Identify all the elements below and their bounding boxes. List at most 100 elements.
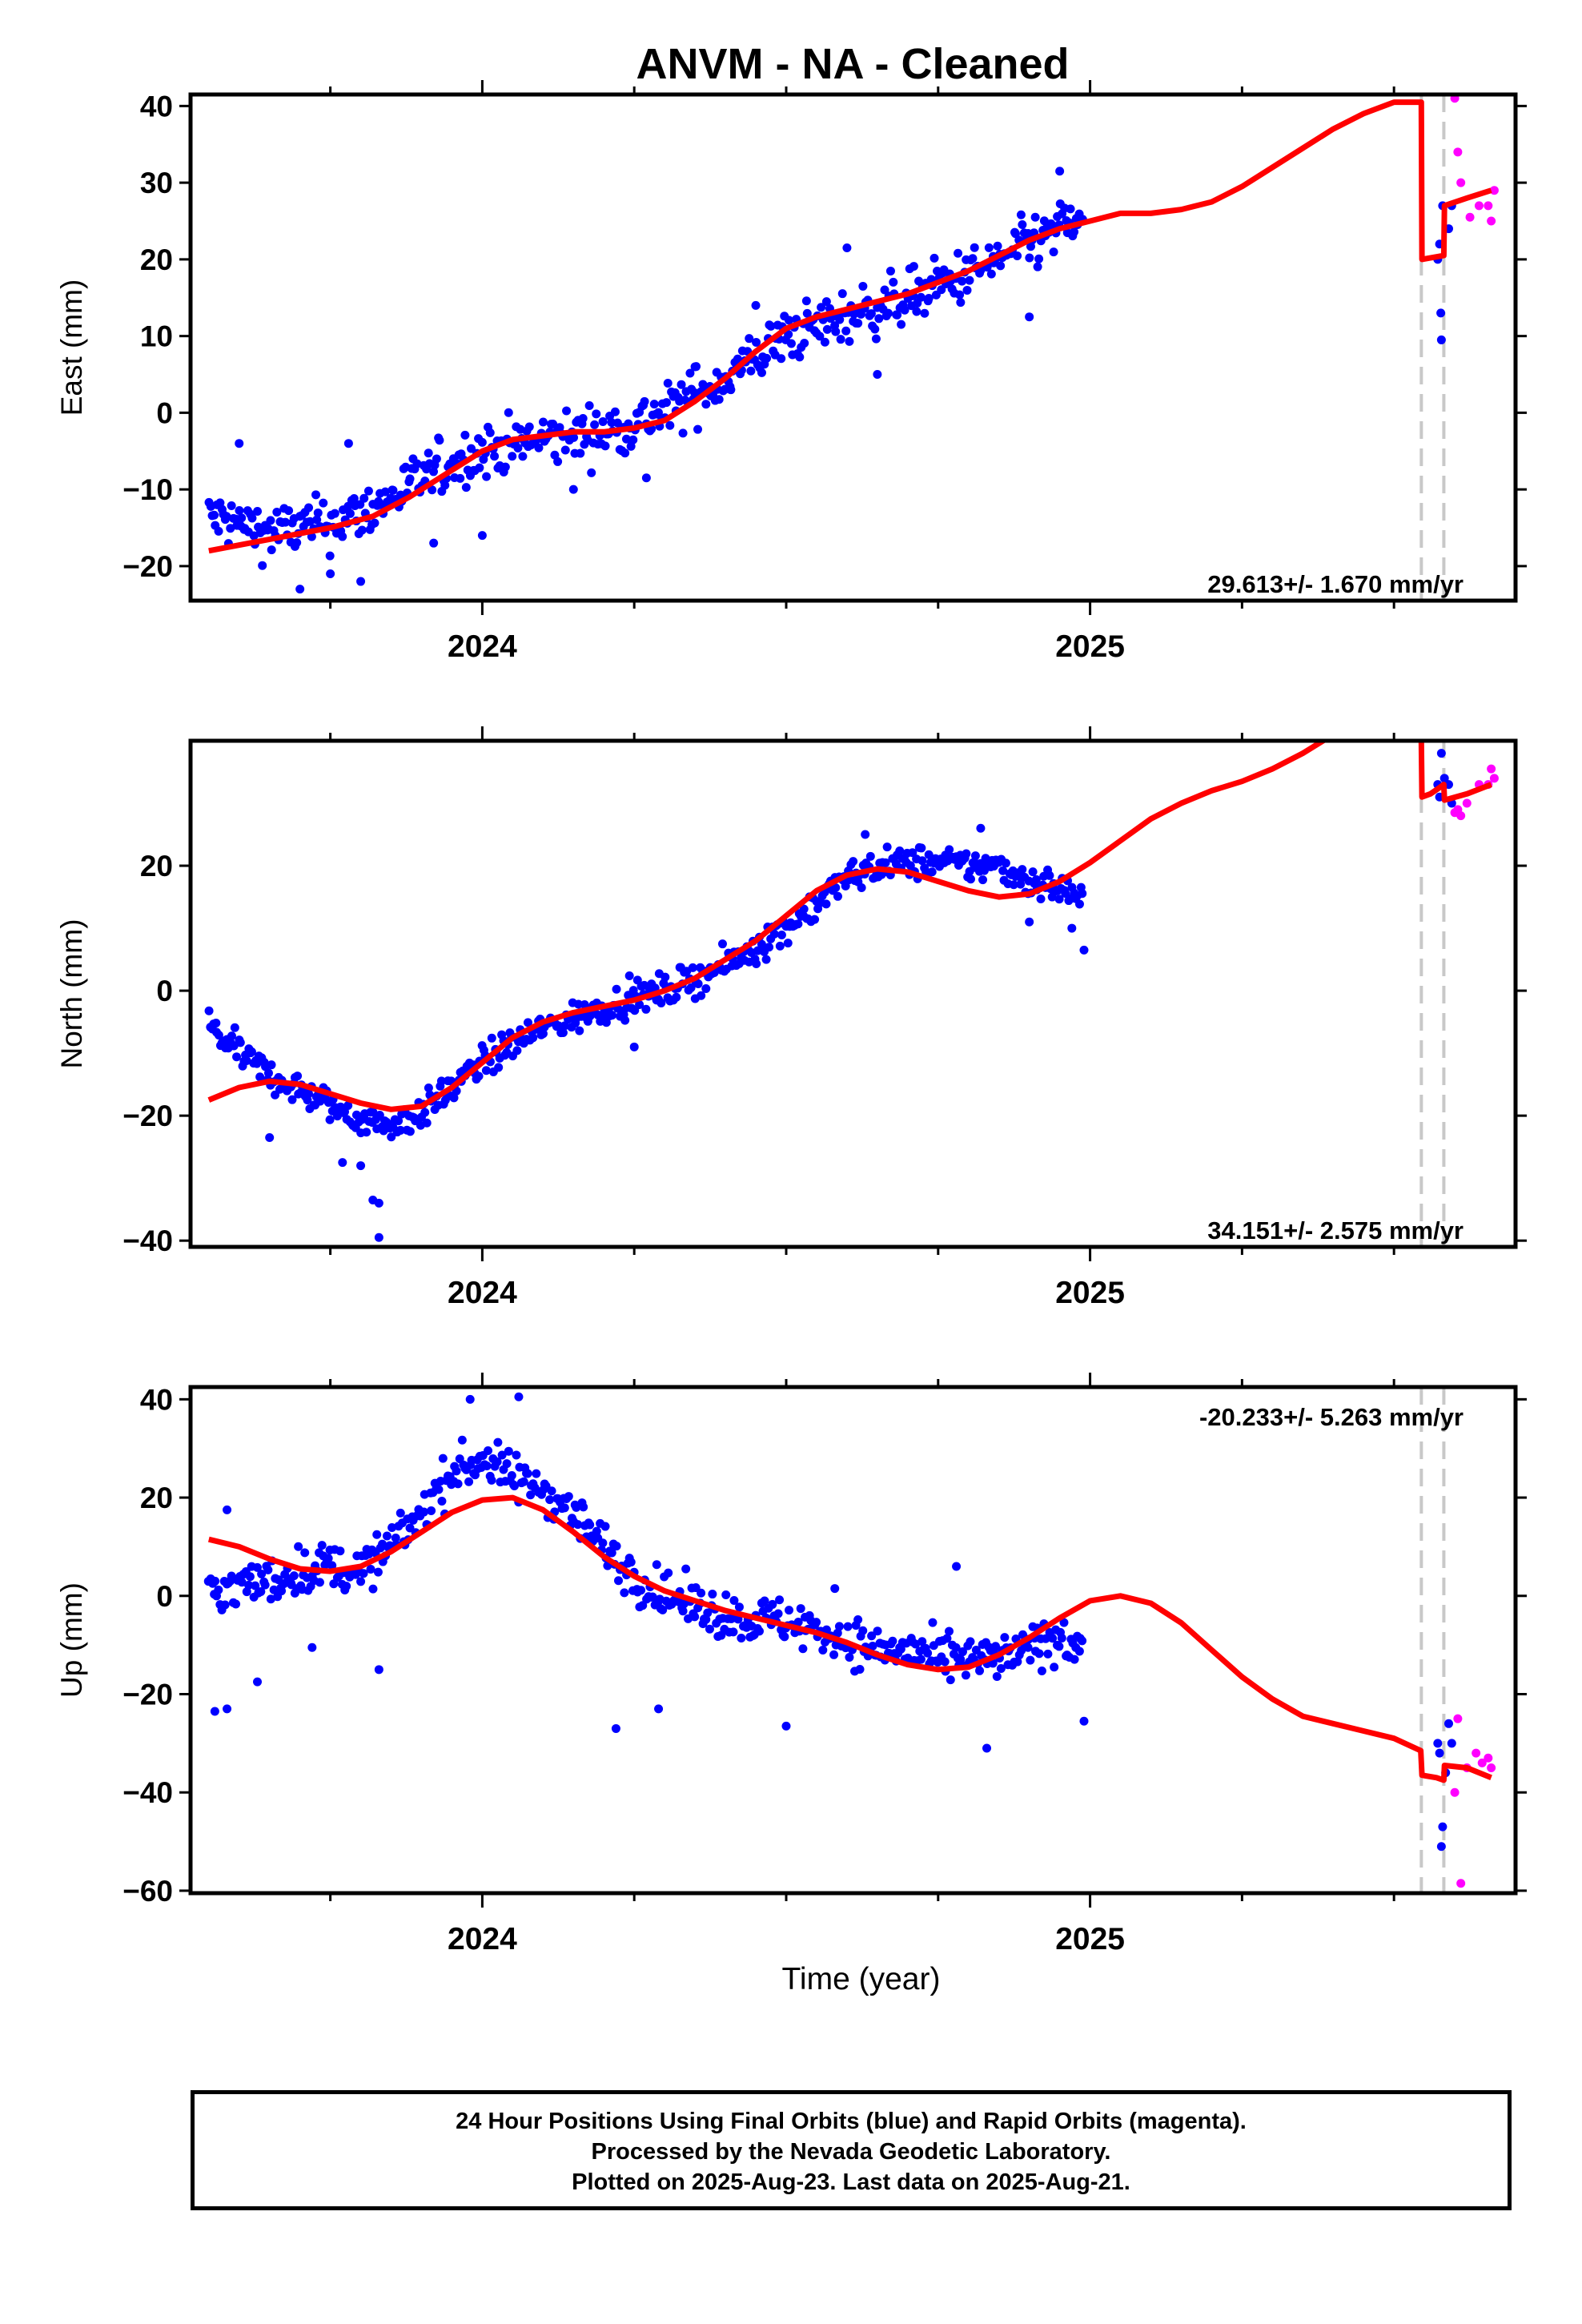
final-point — [923, 1648, 933, 1658]
final-point — [1055, 167, 1065, 176]
final-point — [799, 904, 809, 914]
caption-line-3: Plotted on 2025-Aug-23. Last data on 202… — [572, 2169, 1130, 2195]
final-point — [474, 1072, 484, 1081]
final-point — [1433, 1739, 1443, 1748]
final-point — [842, 243, 852, 253]
rapid-point — [1453, 1714, 1463, 1723]
final-point — [636, 1586, 646, 1595]
final-point — [504, 1446, 513, 1456]
final-point — [295, 585, 305, 594]
final-point — [335, 1546, 345, 1556]
final-point — [745, 334, 754, 344]
rapid-point — [1450, 94, 1460, 103]
final-point — [769, 929, 779, 939]
final-point — [777, 931, 786, 940]
final-point — [930, 253, 939, 263]
final-point — [343, 439, 353, 448]
final-point — [507, 1470, 516, 1480]
x-tick-label: 2025 — [1055, 1276, 1125, 1310]
final-point — [449, 1093, 459, 1103]
final-point — [729, 1596, 739, 1606]
final-point — [256, 1586, 266, 1596]
final-point — [1079, 945, 1089, 955]
final-point — [766, 321, 776, 331]
final-point — [1054, 895, 1064, 904]
final-point — [292, 538, 302, 548]
final-point — [560, 1503, 569, 1513]
final-point — [966, 875, 975, 884]
final-point — [701, 400, 711, 409]
final-point — [821, 899, 831, 909]
final-point — [493, 1437, 503, 1447]
final-point — [795, 352, 805, 362]
final-point — [629, 1042, 639, 1051]
final-point — [1447, 1739, 1456, 1748]
final-point — [701, 983, 711, 993]
final-point — [524, 422, 534, 432]
final-point — [312, 515, 322, 525]
final-point — [325, 551, 335, 561]
final-point — [714, 395, 724, 404]
final-point — [420, 1108, 430, 1117]
final-point — [437, 1496, 447, 1506]
final-point — [908, 848, 917, 858]
final-point — [893, 310, 902, 320]
final-point — [784, 316, 793, 325]
final-point — [1439, 774, 1449, 783]
final-point — [432, 454, 441, 464]
final-point — [815, 332, 825, 341]
final-point — [690, 362, 700, 372]
x-tick-label: 2024 — [448, 1276, 517, 1310]
final-point — [858, 281, 868, 291]
final-point — [227, 1571, 236, 1581]
final-point — [227, 501, 236, 511]
final-point — [833, 1628, 842, 1638]
final-point — [641, 473, 651, 483]
final-point — [374, 1232, 383, 1242]
y-tick-label: 20 — [140, 850, 173, 883]
final-point — [222, 512, 231, 521]
final-point — [661, 398, 671, 408]
final-point — [849, 857, 858, 866]
final-point — [701, 1614, 711, 1624]
final-point — [1070, 227, 1079, 237]
y-tick-label: 10 — [140, 320, 173, 353]
final-point — [482, 472, 492, 481]
final-point — [858, 1626, 868, 1635]
final-point — [357, 525, 367, 535]
final-point — [721, 1590, 731, 1599]
final-point — [833, 891, 842, 901]
final-point — [211, 1576, 220, 1586]
final-point — [1016, 210, 1026, 219]
final-point — [568, 485, 578, 494]
caption-line-2: Processed by the Nevada Geodetic Laborat… — [591, 2139, 1111, 2165]
final-point — [754, 1626, 764, 1636]
caption-box: 24 Hour Positions Using Final Orbits (bl… — [191, 2090, 1512, 2210]
final-point — [453, 1479, 463, 1489]
final-point — [461, 483, 471, 493]
final-point — [504, 408, 513, 417]
final-point — [1435, 1748, 1444, 1758]
final-point — [456, 473, 465, 483]
final-point — [900, 305, 909, 315]
final-point — [944, 1626, 954, 1636]
final-point — [624, 971, 634, 980]
final-point — [836, 335, 845, 344]
final-point — [313, 508, 323, 517]
final-point — [853, 319, 863, 328]
model-line — [207, 741, 1492, 1112]
final-point — [752, 959, 761, 969]
final-point — [996, 261, 1006, 271]
final-point — [611, 1723, 620, 1733]
final-point — [853, 1614, 863, 1624]
final-point — [226, 524, 235, 533]
final-point — [866, 309, 876, 319]
final-point — [820, 337, 829, 347]
final-point — [232, 1052, 242, 1062]
final-point — [502, 1459, 512, 1469]
final-point — [874, 314, 884, 324]
x-tick-label: 2024 — [448, 629, 517, 664]
x-axis-label: Time (year) — [782, 1962, 941, 1996]
final-point — [252, 1562, 262, 1572]
final-point — [612, 1542, 621, 1551]
